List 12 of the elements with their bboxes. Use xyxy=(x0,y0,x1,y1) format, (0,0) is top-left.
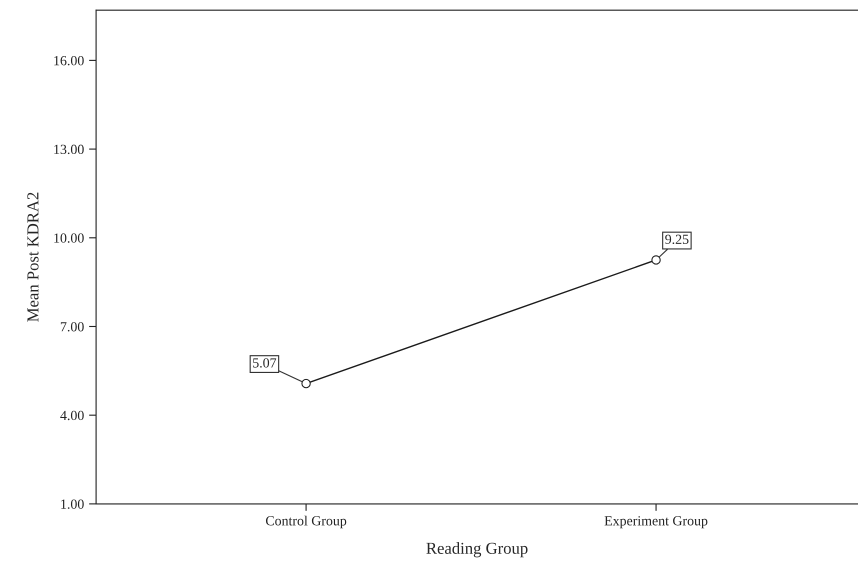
y-tick-label: 4.00 xyxy=(60,410,84,420)
data-label: 5.07 xyxy=(253,358,276,368)
y-tick-label: 13.00 xyxy=(54,144,84,154)
x-tick-label: Experiment Group xyxy=(604,516,708,528)
y-tick-label: 1.00 xyxy=(61,499,84,509)
y-axis-title: Mean Post KDRA2 xyxy=(27,192,39,322)
y-tick-label: 16.00 xyxy=(54,56,84,66)
data-label: 9.25 xyxy=(665,234,689,244)
y-tick-label: 7.00 xyxy=(60,322,84,332)
x-tick-label: Control Group xyxy=(266,516,346,528)
y-tick-label: 10.00 xyxy=(54,233,84,243)
x-axis-title: Reading Group xyxy=(426,542,528,558)
